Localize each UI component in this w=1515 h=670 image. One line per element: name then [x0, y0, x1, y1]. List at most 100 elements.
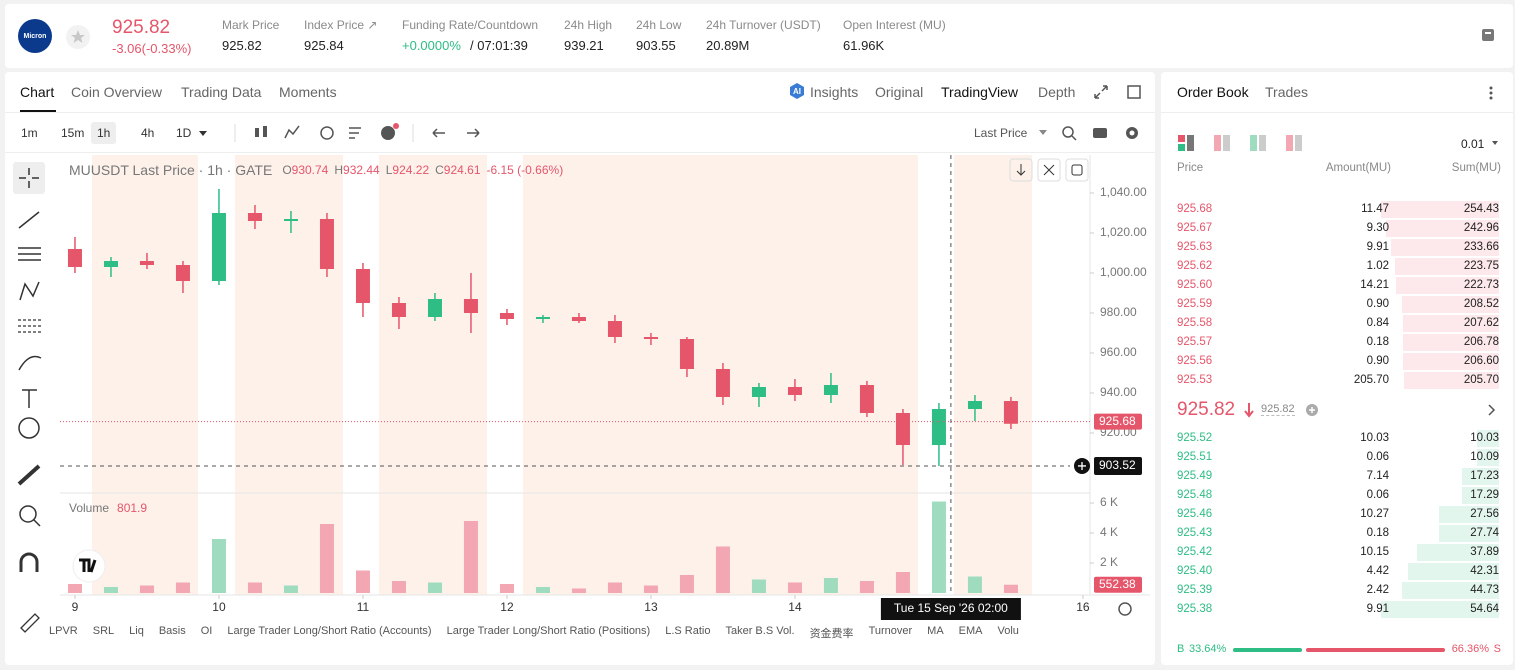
ob-tab[interactable]: Order Book — [1177, 84, 1249, 100]
tab[interactable]: Chart — [20, 84, 55, 100]
interval[interactable]: 1h — [91, 122, 117, 144]
drawing-tools[interactable] — [11, 162, 51, 662]
interval[interactable]: 15m — [61, 126, 85, 140]
stat-value: 61.96K — [843, 38, 885, 53]
indicator[interactable]: SRL — [92, 625, 115, 637]
volume-bar — [139, 585, 154, 593]
menu-icon[interactable] — [1481, 28, 1495, 42]
divider — [5, 112, 1155, 113]
ob-row[interactable]: 925.39 2.42 44.73 — [1161, 581, 1511, 600]
logo-text: Micron — [24, 33, 47, 40]
price-type[interactable]: Last Price — [974, 126, 1028, 140]
interval[interactable]: 4h — [141, 126, 155, 140]
indicator[interactable]: Volu — [997, 625, 1019, 637]
candle-body — [607, 321, 622, 337]
last-price-label: 925.68 — [1099, 414, 1136, 428]
interval[interactable]: 1D — [176, 126, 192, 140]
x-tick-label: 9 — [72, 600, 79, 614]
y-tick-label: 980.00 — [1100, 305, 1137, 319]
ob-row[interactable]: 925.57 0.18 206.78 — [1161, 333, 1511, 352]
ob-row[interactable]: 925.48 0.06 17.29 — [1161, 486, 1511, 505]
ob-amount: 9.91 — [1366, 603, 1389, 615]
ob-row[interactable]: 925.62 1.02 223.75 — [1161, 257, 1511, 276]
toolbar-icons[interactable] — [233, 122, 503, 144]
depth-bar — [1439, 506, 1499, 523]
y-tick-label: 1,040.00 — [1100, 185, 1147, 199]
ob-row[interactable]: 925.63 9.91 233.66 — [1161, 238, 1511, 257]
last-volume-label: 552.38 — [1099, 577, 1136, 591]
view-tab[interactable]: Depth — [1038, 84, 1076, 100]
interval[interactable]: 1m — [21, 126, 38, 140]
sell-bar — [1306, 648, 1445, 652]
layout-icons[interactable] — [1177, 134, 1307, 152]
indicator[interactable]: Taker B.S Vol. — [725, 625, 795, 637]
ob-row[interactable]: 925.56 0.90 206.60 — [1161, 352, 1511, 371]
depth-bar — [1395, 258, 1499, 275]
ob-row[interactable]: 925.49 7.14 17.23 — [1161, 467, 1511, 486]
x-tick-label: 13 — [644, 600, 658, 614]
depth-bar — [1407, 563, 1499, 580]
legend-title: MUUSDT Last Price · 1h · GATE — [69, 162, 272, 178]
ohlc-key: C — [435, 163, 444, 177]
tab[interactable]: Moments — [279, 84, 337, 100]
depth-bar — [1402, 296, 1499, 313]
ob-price: 925.56 — [1177, 355, 1213, 367]
ob-row[interactable]: 925.42 10.15 37.89 — [1161, 543, 1511, 562]
indicator[interactable]: L.S Ratio — [665, 625, 711, 637]
indicator[interactable]: Large Trader Long/Short Ratio (Positions… — [446, 625, 651, 637]
dropdown-icon[interactable] — [1038, 128, 1048, 136]
ob-row[interactable]: 925.53 205.70 205.70 — [1161, 371, 1511, 390]
legend-buttons[interactable] — [1009, 158, 1089, 182]
view-tab[interactable]: Insights — [810, 84, 859, 100]
indicator[interactable]: Liq — [129, 625, 144, 637]
indicator[interactable]: 资金费率 — [809, 628, 854, 640]
indicator[interactable]: Large Trader Long/Short Ratio (Accounts) — [227, 625, 432, 637]
ob-row[interactable]: 925.40 4.42 42.31 — [1161, 562, 1511, 581]
chart-legend: MUUSDT Last Price · 1h · GATE O930.74 H932… — [69, 162, 563, 178]
indicator[interactable]: Turnover — [868, 625, 913, 637]
volume-bar — [463, 520, 478, 593]
step[interactable]: 0.01 — [1461, 137, 1485, 151]
candle-body — [391, 303, 406, 317]
ob-row[interactable]: 925.38 9.91 54.64 — [1161, 600, 1511, 619]
tab[interactable]: Trading Data — [181, 84, 262, 100]
ob-row[interactable]: 925.58 0.84 207.62 — [1161, 314, 1511, 333]
volume-bar — [283, 585, 298, 593]
chart-tools[interactable] — [1060, 124, 1150, 142]
indicator[interactable]: Basis — [158, 625, 186, 637]
order-book: Order Book Trades 0.01 925.68 11.47 254.43 9… — [1161, 72, 1513, 665]
ob-row[interactable]: 925.68 11.47 254.43 — [1161, 200, 1511, 219]
favorite[interactable] — [65, 24, 91, 50]
ob-tab[interactable]: Trades — [1265, 84, 1309, 100]
view-tab[interactable]: TradingView — [941, 84, 1019, 100]
ob-row[interactable]: 925.46 10.27 27.56 — [1161, 505, 1511, 524]
ob-amount: 14.21 — [1360, 279, 1389, 291]
ob-row[interactable]: 925.52 10.03 10.03 — [1161, 429, 1511, 448]
dropdown-icon[interactable] — [197, 128, 209, 138]
ob-sum: 222.73 — [1463, 279, 1499, 291]
ob-price: 925.38 — [1177, 603, 1213, 615]
indicator[interactable]: LPVR — [49, 625, 78, 637]
depth-bar — [1417, 544, 1499, 561]
indicator[interactable]: OI — [200, 625, 213, 637]
tab[interactable]: Coin Overview — [71, 84, 163, 100]
panel-icons[interactable] — [1093, 84, 1153, 100]
ob-column: Price — [1177, 162, 1204, 174]
indicator[interactable]: MA — [927, 625, 944, 637]
candle-body — [787, 387, 802, 395]
depth-bar — [1402, 315, 1499, 332]
dropdown-icon[interactable] — [1491, 139, 1499, 147]
candle-body — [211, 213, 226, 281]
ob-row[interactable]: 925.51 0.06 10.09 — [1161, 448, 1511, 467]
ob-row[interactable]: 925.43 0.18 27.74 — [1161, 524, 1511, 543]
more-icon[interactable] — [1486, 84, 1496, 102]
header: Micron 925.82 -3.06(-0.33%) Mark Price 92… — [5, 4, 1513, 68]
chevron[interactable] — [1487, 403, 1497, 417]
divider — [5, 152, 1155, 153]
volume-bar — [787, 582, 802, 593]
ob-row[interactable]: 925.60 14.21 222.73 — [1161, 276, 1511, 295]
ob-row[interactable]: 925.59 0.90 208.52 — [1161, 295, 1511, 314]
ob-row[interactable]: 925.67 9.30 242.96 — [1161, 219, 1511, 238]
view-tab[interactable]: Original — [875, 84, 924, 100]
indicator[interactable]: EMA — [958, 625, 983, 637]
